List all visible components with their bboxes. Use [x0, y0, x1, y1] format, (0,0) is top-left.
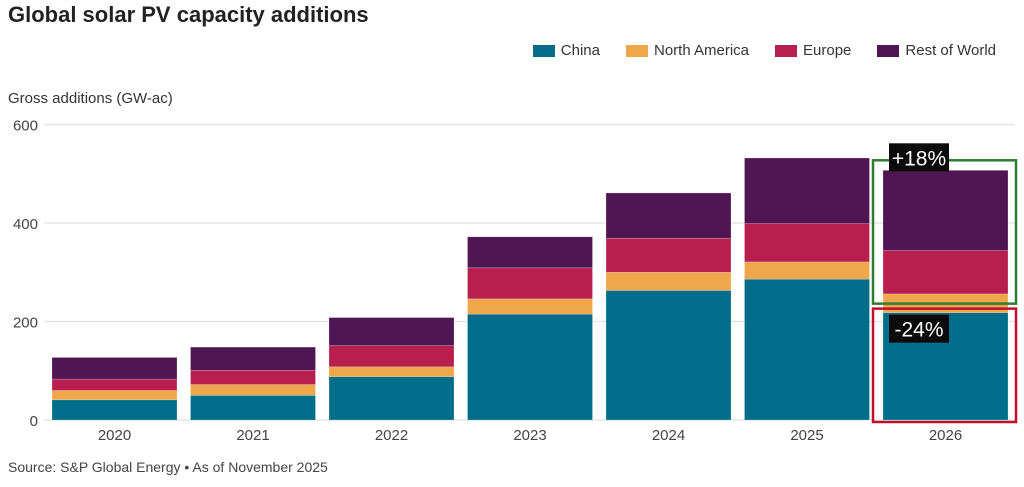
x-tick-label: 2023 [513, 427, 546, 444]
bar-segment [605, 271, 732, 291]
x-tick-label: 2020 [98, 427, 131, 444]
x-tick-label: 2026 [929, 427, 962, 444]
bar-segment [744, 278, 870, 421]
legend-swatch [532, 44, 555, 57]
bar-segment [882, 250, 1009, 295]
annotation-label-growth-bg [889, 143, 949, 172]
bar-segment [605, 237, 732, 273]
legend-item-north-america: North America [625, 42, 750, 59]
bar-segment [51, 390, 178, 401]
bar-segment [51, 357, 178, 380]
y-tick-label: 600 [13, 118, 38, 135]
y-tick-label: 0 [30, 413, 38, 430]
bar-segment [605, 290, 732, 421]
x-tick-label: 2024 [652, 427, 685, 444]
bar-segment [882, 170, 1009, 251]
bar-segment [744, 261, 870, 280]
bar-segment [51, 399, 178, 421]
x-tick-label: 2021 [236, 427, 269, 444]
x-tick-label: 2025 [790, 427, 823, 444]
bar-segment [328, 366, 455, 377]
y-axis-label: Gross additions (GW-ac) [8, 90, 173, 107]
bar-segment [467, 298, 593, 315]
bar-segment [744, 157, 870, 224]
legend-item-china: China [532, 42, 600, 59]
bar-segment [467, 267, 593, 300]
annotation-label-growth: +18% [892, 147, 946, 170]
bar-segment [328, 317, 455, 346]
bar-segment [190, 384, 316, 396]
legend-swatch [775, 44, 798, 57]
bar-segment [190, 369, 316, 385]
bar-segment [190, 346, 316, 371]
legend-label: North America [653, 42, 750, 59]
bar-segment [467, 313, 593, 421]
y-tick-label: 400 [13, 216, 38, 233]
legend-item-europe: Europe [775, 42, 851, 59]
y-tick-label: 200 [13, 315, 38, 332]
bar-segment [605, 192, 732, 239]
source-note: Source: S&P Global Energy • As of Novemb… [8, 459, 328, 475]
bar-segment [51, 378, 178, 391]
legend-label: Europe [803, 42, 852, 59]
bar-segment [467, 236, 593, 269]
legend-label: China [560, 42, 600, 59]
legend: China North America Europe Rest of World [532, 42, 996, 59]
x-tick-label: 2022 [375, 427, 408, 444]
annotation-label-decline: -24% [894, 319, 943, 342]
annotation-label-decline-bg [889, 314, 949, 343]
bar-segment [744, 223, 870, 263]
bar-segment [328, 345, 455, 368]
legend-item-rest-of-world: Rest of World [877, 42, 996, 59]
bar-segment [190, 395, 316, 421]
legend-swatch [877, 44, 900, 57]
chart-title: Global solar PV capacity additions [8, 2, 369, 27]
legend-swatch [625, 44, 648, 57]
legend-label: Rest of World [905, 42, 996, 59]
bar-segment [328, 376, 455, 421]
annotation-box-decline [871, 307, 1018, 424]
